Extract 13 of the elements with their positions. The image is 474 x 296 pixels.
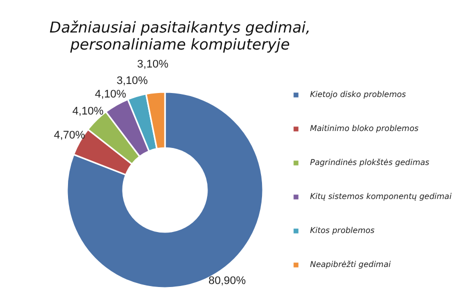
- chart-title: Dažniausiai pasitaikantys gedimai, personaliniame kompiuteryje: [50, 18, 310, 54]
- data-label: 4,10%: [94, 88, 126, 100]
- legend-label: Kietojo disko problemos: [310, 90, 406, 99]
- data-label: 4,70%: [54, 130, 86, 142]
- data-label: 4,10%: [72, 105, 104, 118]
- data-label: 3,10%: [137, 58, 169, 71]
- legend-label: Kitos problemos: [310, 226, 375, 235]
- legend-label: Neapibrėžti gedimai: [310, 260, 392, 269]
- data-label: 80,90%: [208, 274, 246, 287]
- legend-label: Pagrindinės plokštės gedimas: [310, 158, 430, 167]
- data-label: 3,10%: [116, 74, 148, 87]
- legend-label: Maitinimo bloko problemos: [310, 124, 419, 133]
- legend-label: Kitų sistemos komponentų gedimai: [310, 192, 452, 201]
